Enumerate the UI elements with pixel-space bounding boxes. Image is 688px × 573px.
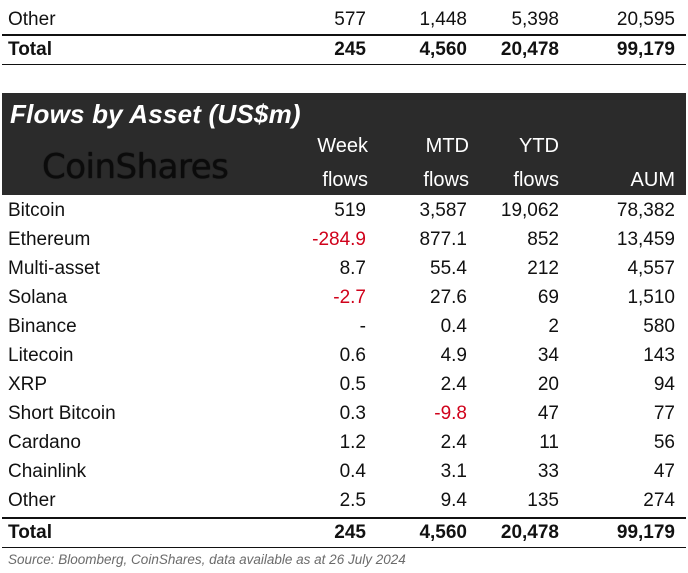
mtd-flows: 4,560 [419,38,467,60]
week-flows: -2.7 [333,286,366,308]
asset-name: Other [8,489,56,511]
table-row: Other 577 1,448 5,398 20,595 [0,5,688,34]
asset-name: Bitcoin [8,199,66,221]
week-flows: 245 [334,521,366,543]
ytd-flows: 852 [527,228,559,250]
table-row: Multi-asset 8.7 55.4 212 4,557 [0,254,688,283]
ytd-flows: 212 [527,257,559,279]
col-aum-label: AUM [630,169,675,191]
ytd-flows: 5,398 [511,8,559,30]
table-title: Flows by Asset (US$m) [10,99,301,129]
total-row: Total 245 4,560 20,478 99,179 [0,35,688,64]
ytd-flows: 20,478 [500,521,559,543]
table-header: Flows by Asset (US$m) CoinShares Week fl… [2,93,686,195]
table-row: Cardano 1.2 2.4 11 56 [0,428,688,457]
week-flows: - [359,315,366,337]
aum: 56 [653,431,675,453]
table-row: XRP 0.5 2.4 20 94 [0,370,688,399]
divider [2,34,686,36]
asset-name: Solana [8,286,68,308]
mtd-flows: 3,587 [419,199,467,221]
aum: 99,179 [616,38,675,60]
aum: 99,179 [616,521,675,543]
col-mtd-label: MTD [425,135,469,157]
week-flows: 577 [334,8,366,30]
asset-name: XRP [8,373,48,395]
week-flows: 0.4 [339,460,366,482]
aum: 274 [643,489,675,511]
ytd-flows: 20 [537,373,559,395]
mtd-flows: 877.1 [419,228,467,250]
asset-name: Ethereum [8,228,91,250]
table-row: Litecoin 0.6 4.9 34 143 [0,341,688,370]
aum: 143 [643,344,675,366]
week-flows: 8.7 [339,257,366,279]
mtd-flows: 3.1 [440,460,467,482]
ytd-flows: 69 [537,286,559,308]
mtd-flows: 55.4 [430,257,467,279]
week-flows: 0.6 [339,344,366,366]
week-flows: 0.3 [339,402,366,424]
aum: 94 [653,373,675,395]
asset-name: Litecoin [8,344,74,366]
divider [2,64,686,65]
asset-name: Multi-asset [8,257,100,279]
ytd-flows: 20,478 [500,38,559,60]
total-row: Total 245 4,560 20,478 99,179 [0,518,688,547]
divider [2,517,686,519]
aum: 1,510 [627,286,675,308]
col-ytd-label-2: flows [513,169,559,191]
mtd-flows: -9.8 [434,402,467,424]
mtd-flows: 4.9 [440,344,467,366]
table-row: Ethereum -284.9 877.1 852 13,459 [0,225,688,254]
mtd-flows: 0.4 [440,315,467,337]
mtd-flows: 9.4 [440,489,467,511]
mtd-flows: 1,448 [419,8,467,30]
divider [2,547,686,548]
mtd-flows: 2.4 [440,431,467,453]
mtd-flows: 4,560 [419,521,467,543]
ytd-flows: 2 [548,315,559,337]
aum: 20,595 [616,8,675,30]
table-row: Binance - 0.4 2 580 [0,312,688,341]
week-flows: 245 [334,38,366,60]
aum: 580 [643,315,675,337]
asset-name: Cardano [8,431,81,453]
source-note: Source: Bloomberg, CoinShares, data avai… [8,552,406,567]
week-flows: 519 [334,199,366,221]
ytd-flows: 47 [537,402,559,424]
asset-name: Chainlink [8,460,87,482]
aum: 47 [653,460,675,482]
col-mtd-label-2: flows [423,169,469,191]
table-row: Short Bitcoin 0.3 -9.8 47 77 [0,399,688,428]
table-row: Other 2.5 9.4 135 274 [0,486,688,515]
asset-name: Total [8,38,52,60]
aum: 4,557 [627,257,675,279]
col-week-label-2: flows [322,169,368,191]
ytd-flows: 11 [539,431,559,453]
aum: 78,382 [616,199,675,221]
ytd-flows: 34 [537,344,559,366]
week-flows: 1.2 [339,431,366,453]
asset-name: Short Bitcoin [8,402,116,424]
asset-name: Binance [8,315,77,337]
week-flows: -284.9 [312,228,366,250]
ytd-flows: 135 [527,489,559,511]
table-row: Bitcoin 519 3,587 19,062 78,382 [0,196,688,225]
ytd-flows: 33 [537,460,559,482]
mtd-flows: 2.4 [440,373,467,395]
mtd-flows: 27.6 [430,286,467,308]
week-flows: 2.5 [339,489,366,511]
col-week-label: Week [317,135,368,157]
table-row: Solana -2.7 27.6 69 1,510 [0,283,688,312]
asset-name: Total [8,521,52,543]
asset-name: Other [8,8,56,30]
col-ytd-label: YTD [519,135,559,157]
coinshares-logo: CoinShares [42,147,229,187]
ytd-flows: 19,062 [500,199,559,221]
aum: 13,459 [616,228,675,250]
aum: 77 [653,402,675,424]
table-row: Chainlink 0.4 3.1 33 47 [0,457,688,486]
week-flows: 0.5 [339,373,366,395]
